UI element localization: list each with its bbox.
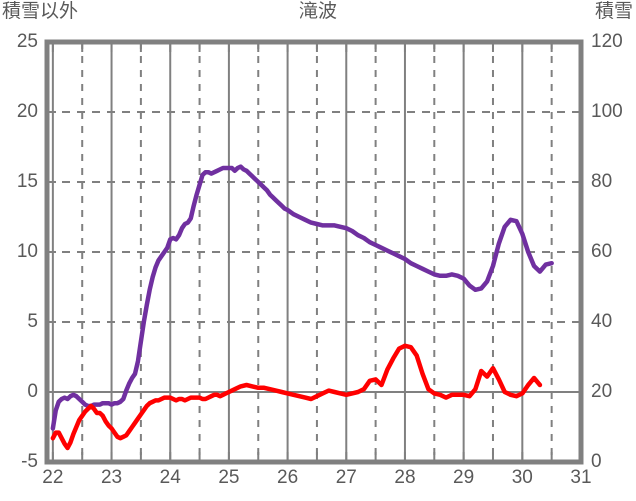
x-tick-label-28: 28: [394, 467, 416, 488]
frame-rect: [44, 39, 584, 465]
right-axis-title: 積雪: [594, 1, 633, 22]
left-tick-label-25: 25: [16, 31, 38, 52]
right-tick-label-40: 40: [591, 311, 613, 332]
right-tick-label-100: 100: [591, 101, 623, 122]
left-axis-title: 積雪以外: [2, 1, 79, 22]
x-tick-label-27: 27: [335, 467, 357, 488]
right-tick-label-20: 20: [591, 381, 613, 402]
x-tick-label-30: 30: [511, 467, 533, 488]
x-tick-label-26: 26: [277, 467, 299, 488]
chart-title: 滝波: [298, 1, 337, 22]
right-tick-label-120: 120: [591, 31, 623, 52]
x-tick-label-25: 25: [218, 467, 240, 488]
x-tick-label-24: 24: [159, 467, 181, 488]
left-tick-label--5: -5: [21, 451, 38, 472]
series-line-snow: [50, 164, 554, 431]
series-line-other: [50, 343, 543, 451]
plot-frame: [44, 39, 584, 465]
x-tick-label-23: 23: [100, 467, 123, 488]
x-tick-label-29: 29: [453, 467, 475, 488]
left-tick-label-10: 10: [16, 241, 38, 262]
left-tick-label-5: 5: [27, 311, 38, 332]
right-tick-label-0: 0: [591, 451, 602, 472]
right-tick-label-60: 60: [591, 241, 613, 262]
left-tick-label-0: 0: [27, 381, 38, 402]
left-tick-label-15: 15: [16, 171, 38, 192]
x-tick-label-31: 31: [570, 467, 592, 488]
data-series: [50, 164, 554, 451]
left-tick-label-20: 20: [16, 101, 38, 122]
right-tick-label-80: 80: [591, 171, 613, 192]
x-tick-label-22: 22: [42, 467, 64, 488]
